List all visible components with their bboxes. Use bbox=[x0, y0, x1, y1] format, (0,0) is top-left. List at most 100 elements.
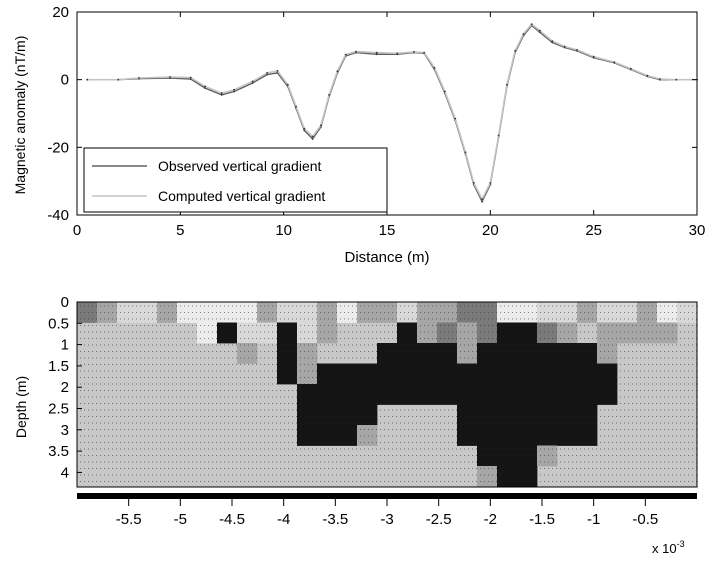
heatmap-cell bbox=[557, 404, 578, 426]
depth-heatmap: 0 0.5 1 1.5 2 2.5 3 3.5 4 Depth (m) -5.5 -5 -4.5 -4… bbox=[13, 294, 698, 556]
heatmap-cell bbox=[517, 363, 538, 385]
heatmap-cell bbox=[297, 384, 318, 405]
heatmap-cell bbox=[557, 302, 578, 323]
colorbar-scale-base: x 10 bbox=[652, 541, 677, 556]
heatmap-cell bbox=[237, 343, 258, 364]
series-point bbox=[454, 117, 457, 120]
anomaly-series-group bbox=[86, 23, 698, 204]
colorbar-ticks: -5.5 -5 -4.5 -4 -3.5 -3 -2.5 -2 -1.5 -1 -0.5 bbox=[116, 499, 658, 528]
heatmap-cell bbox=[577, 425, 598, 446]
heatmap-cell bbox=[517, 425, 538, 446]
series-point bbox=[189, 76, 192, 79]
heatmap-depth-ticks: 0 0.5 1 1.5 2 2.5 3 3.5 4 bbox=[48, 294, 82, 481]
series-point bbox=[481, 198, 483, 201]
y-tick-label: -40 bbox=[47, 207, 69, 224]
series-point bbox=[117, 78, 120, 81]
heatmap-cell bbox=[337, 302, 358, 323]
heatmap-cell bbox=[377, 343, 398, 364]
anomaly-line-chart: 0 5 10 15 20 25 30 20 0 -20 -40 Distance (m) Magne… bbox=[12, 4, 705, 266]
colorbar-tick-label: -4.5 bbox=[219, 511, 245, 528]
y-tick-label: 20 bbox=[52, 4, 69, 21]
series-point bbox=[375, 51, 378, 54]
heatmap-cell bbox=[537, 445, 558, 467]
series-point bbox=[220, 94, 223, 96]
x-tick-label: 20 bbox=[482, 222, 499, 239]
heatmap-cell bbox=[377, 302, 398, 323]
series-point bbox=[320, 124, 322, 127]
heatmap-cell bbox=[477, 302, 498, 323]
series-point bbox=[328, 94, 330, 96]
anomaly-axis-ticks: 0 5 10 15 20 25 30 20 0 -20 -40 bbox=[47, 4, 705, 239]
heatmap-cell bbox=[577, 384, 598, 405]
series-point bbox=[675, 78, 678, 81]
heatmap-cell bbox=[277, 302, 298, 323]
heatmap-cell bbox=[377, 363, 398, 385]
depth-tick-label: 1.5 bbox=[48, 358, 69, 375]
depth-tick-label: 3 bbox=[61, 422, 69, 439]
heatmap-cell bbox=[557, 363, 578, 385]
heatmap-cell bbox=[357, 363, 378, 385]
heatmap-cell bbox=[497, 343, 518, 364]
depth-tick-label: 1 bbox=[61, 337, 69, 354]
series-point bbox=[489, 182, 492, 184]
series-point bbox=[563, 45, 566, 48]
heatmap-cell bbox=[537, 404, 558, 426]
colorbar-tick-label: -3.5 bbox=[322, 511, 348, 528]
heatmap-cell bbox=[277, 363, 298, 385]
heatmap-cell bbox=[317, 302, 338, 323]
heatmap-cell bbox=[477, 343, 498, 364]
legend-label-observed: Observed vertical gradient bbox=[158, 158, 322, 174]
heatmap-cell bbox=[337, 384, 358, 405]
depth-tick-label: 0.5 bbox=[48, 315, 69, 332]
heatmap-cell bbox=[277, 343, 298, 364]
heatmap-cell bbox=[477, 404, 498, 426]
series-point bbox=[481, 200, 483, 203]
heatmap-cell bbox=[357, 302, 378, 323]
series-point bbox=[266, 72, 268, 74]
heatmap-cell bbox=[397, 384, 418, 405]
heatmap-cell bbox=[337, 425, 358, 446]
heatmap-cell bbox=[537, 302, 558, 323]
series-point bbox=[613, 61, 616, 63]
heatmap-cell bbox=[477, 425, 498, 446]
heatmap-cell bbox=[417, 384, 438, 405]
colorbar-tick-label: -5 bbox=[174, 511, 187, 528]
heatmap-cell bbox=[517, 302, 538, 323]
heatmap-cell bbox=[537, 425, 558, 446]
heatmap-cell bbox=[297, 404, 318, 426]
series-point bbox=[423, 51, 426, 54]
heatmap-cell bbox=[337, 363, 358, 385]
heatmap-cell bbox=[297, 343, 318, 364]
series-point bbox=[433, 66, 436, 69]
y-tick-label: -20 bbox=[47, 139, 69, 156]
series-point bbox=[444, 90, 446, 93]
depth-tick-label: 0 bbox=[61, 294, 69, 311]
series-point bbox=[506, 83, 508, 86]
x-tick-label: 5 bbox=[176, 222, 184, 239]
heatmap-cell bbox=[537, 384, 558, 405]
colorbar-tick-label: -5.5 bbox=[116, 511, 142, 528]
heatmap-cell bbox=[577, 363, 598, 385]
heatmap-cell bbox=[657, 302, 678, 323]
series-point bbox=[375, 53, 378, 56]
legend-box bbox=[83, 147, 388, 213]
heatmap-cell bbox=[397, 363, 418, 385]
series-point bbox=[472, 182, 475, 184]
series-point bbox=[169, 76, 171, 78]
colorbar bbox=[77, 493, 697, 499]
anomaly-legend: Observed vertical gradient Computed vert… bbox=[83, 147, 388, 213]
heatmap-cell bbox=[297, 363, 318, 385]
heatmap-cell bbox=[457, 363, 478, 385]
heatmap-node-dots bbox=[80, 305, 697, 482]
heatmap-cell bbox=[497, 445, 518, 467]
heatmap-cell bbox=[437, 363, 458, 385]
anomaly-x-axis-label: Distance (m) bbox=[344, 249, 429, 266]
series-point bbox=[138, 77, 140, 79]
heatmap-cell bbox=[537, 363, 558, 385]
series-point bbox=[204, 85, 207, 88]
heatmap-cells bbox=[77, 302, 698, 487]
series-point bbox=[592, 55, 595, 58]
heatmap-cell bbox=[457, 302, 478, 323]
heatmap-cell bbox=[497, 363, 518, 385]
